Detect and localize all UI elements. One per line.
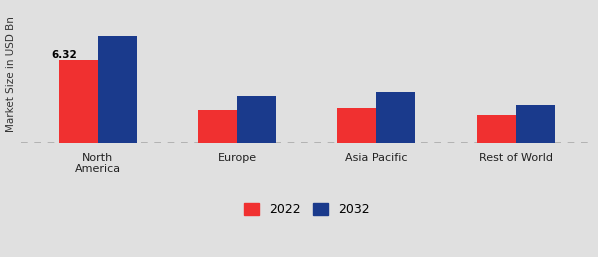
Bar [59,60,97,143]
Bar [477,115,516,143]
Bar [377,92,416,143]
Bar [198,110,237,143]
Bar [516,105,555,143]
Y-axis label: Market Size in USD Bn: Market Size in USD Bn [5,16,16,132]
Bar [97,36,137,143]
Legend: 2022, 2032: 2022, 2032 [244,203,370,216]
Bar [337,108,377,143]
Bar [237,96,276,143]
Text: 6.32: 6.32 [52,50,78,60]
